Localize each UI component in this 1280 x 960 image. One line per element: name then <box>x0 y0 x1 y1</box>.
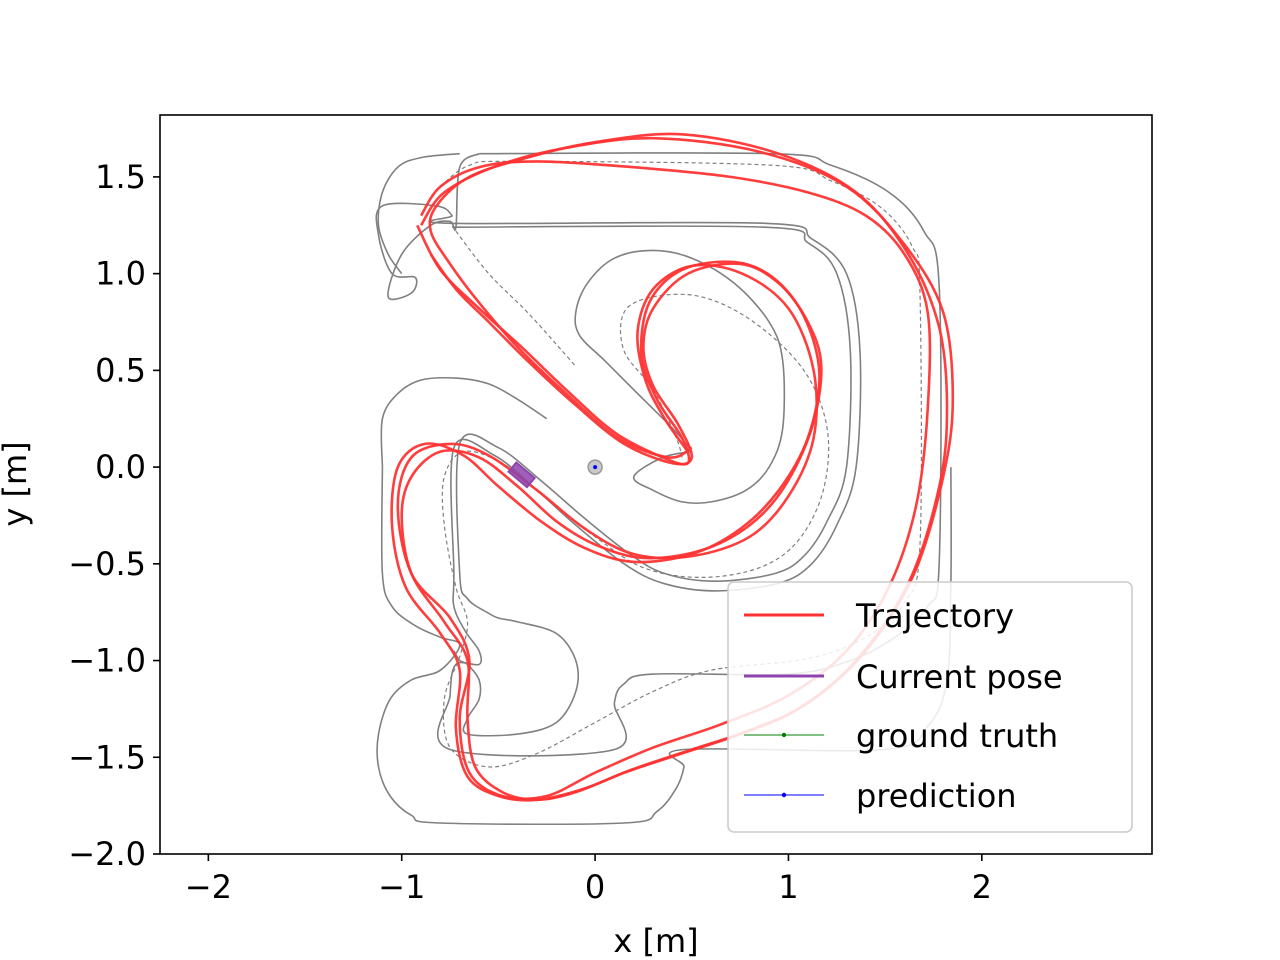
y-tick-label: −2.0 <box>68 835 146 873</box>
legend: Trajectory Current pose ground truth pre… <box>727 581 1133 833</box>
x-axis-label: x [m] <box>613 922 698 960</box>
legend-trajectory-label: Trajectory <box>855 597 1014 635</box>
y-tick-label: −0.5 <box>68 545 146 583</box>
legend-prediction-marker <box>781 792 787 798</box>
y-axis: 1.5 1.0 0.5 0.0 −0.5 −1.0 −1.5 −2.0 <box>68 158 160 873</box>
x-tick-label: 2 <box>972 868 992 906</box>
y-tick-label: 1.0 <box>95 255 146 293</box>
legend-ground-truth-label: ground truth <box>856 717 1058 755</box>
y-axis-label: y [m] <box>0 441 34 526</box>
x-tick-label: −2 <box>185 868 232 906</box>
y-tick-label: −1.5 <box>68 738 146 776</box>
prediction-point <box>593 465 598 470</box>
trajectory-line-2 <box>390 136 955 802</box>
y-tick-label: 0.5 <box>95 351 146 389</box>
track-left-upper-boundary <box>380 376 548 468</box>
legend-frame <box>727 581 1133 833</box>
current-pose-body <box>507 461 537 489</box>
track-island-boundary <box>574 249 786 505</box>
x-tick-label: −1 <box>378 868 425 906</box>
current-pose-marker <box>507 461 537 489</box>
plot-area <box>375 132 955 826</box>
track-centerline-segment <box>455 230 577 367</box>
y-tick-label: 0.0 <box>95 448 146 486</box>
trajectory-line-3 <box>396 160 932 801</box>
legend-prediction-label: prediction <box>856 777 1017 815</box>
y-tick-label: −1.0 <box>68 642 146 680</box>
x-tick-label: 1 <box>778 868 798 906</box>
track-top-lobe-boundary <box>377 152 460 275</box>
track-centerline <box>440 160 923 768</box>
legend-ground-truth-marker <box>781 732 787 738</box>
track-inner-boundary <box>451 225 852 737</box>
legend-current-pose-label: Current pose <box>856 658 1063 696</box>
x-axis: −2 −1 0 1 2 <box>185 854 992 906</box>
y-tick-label: 1.5 <box>95 158 146 196</box>
axes-frame <box>159 114 1153 855</box>
x-tick-label: 0 <box>585 868 605 906</box>
